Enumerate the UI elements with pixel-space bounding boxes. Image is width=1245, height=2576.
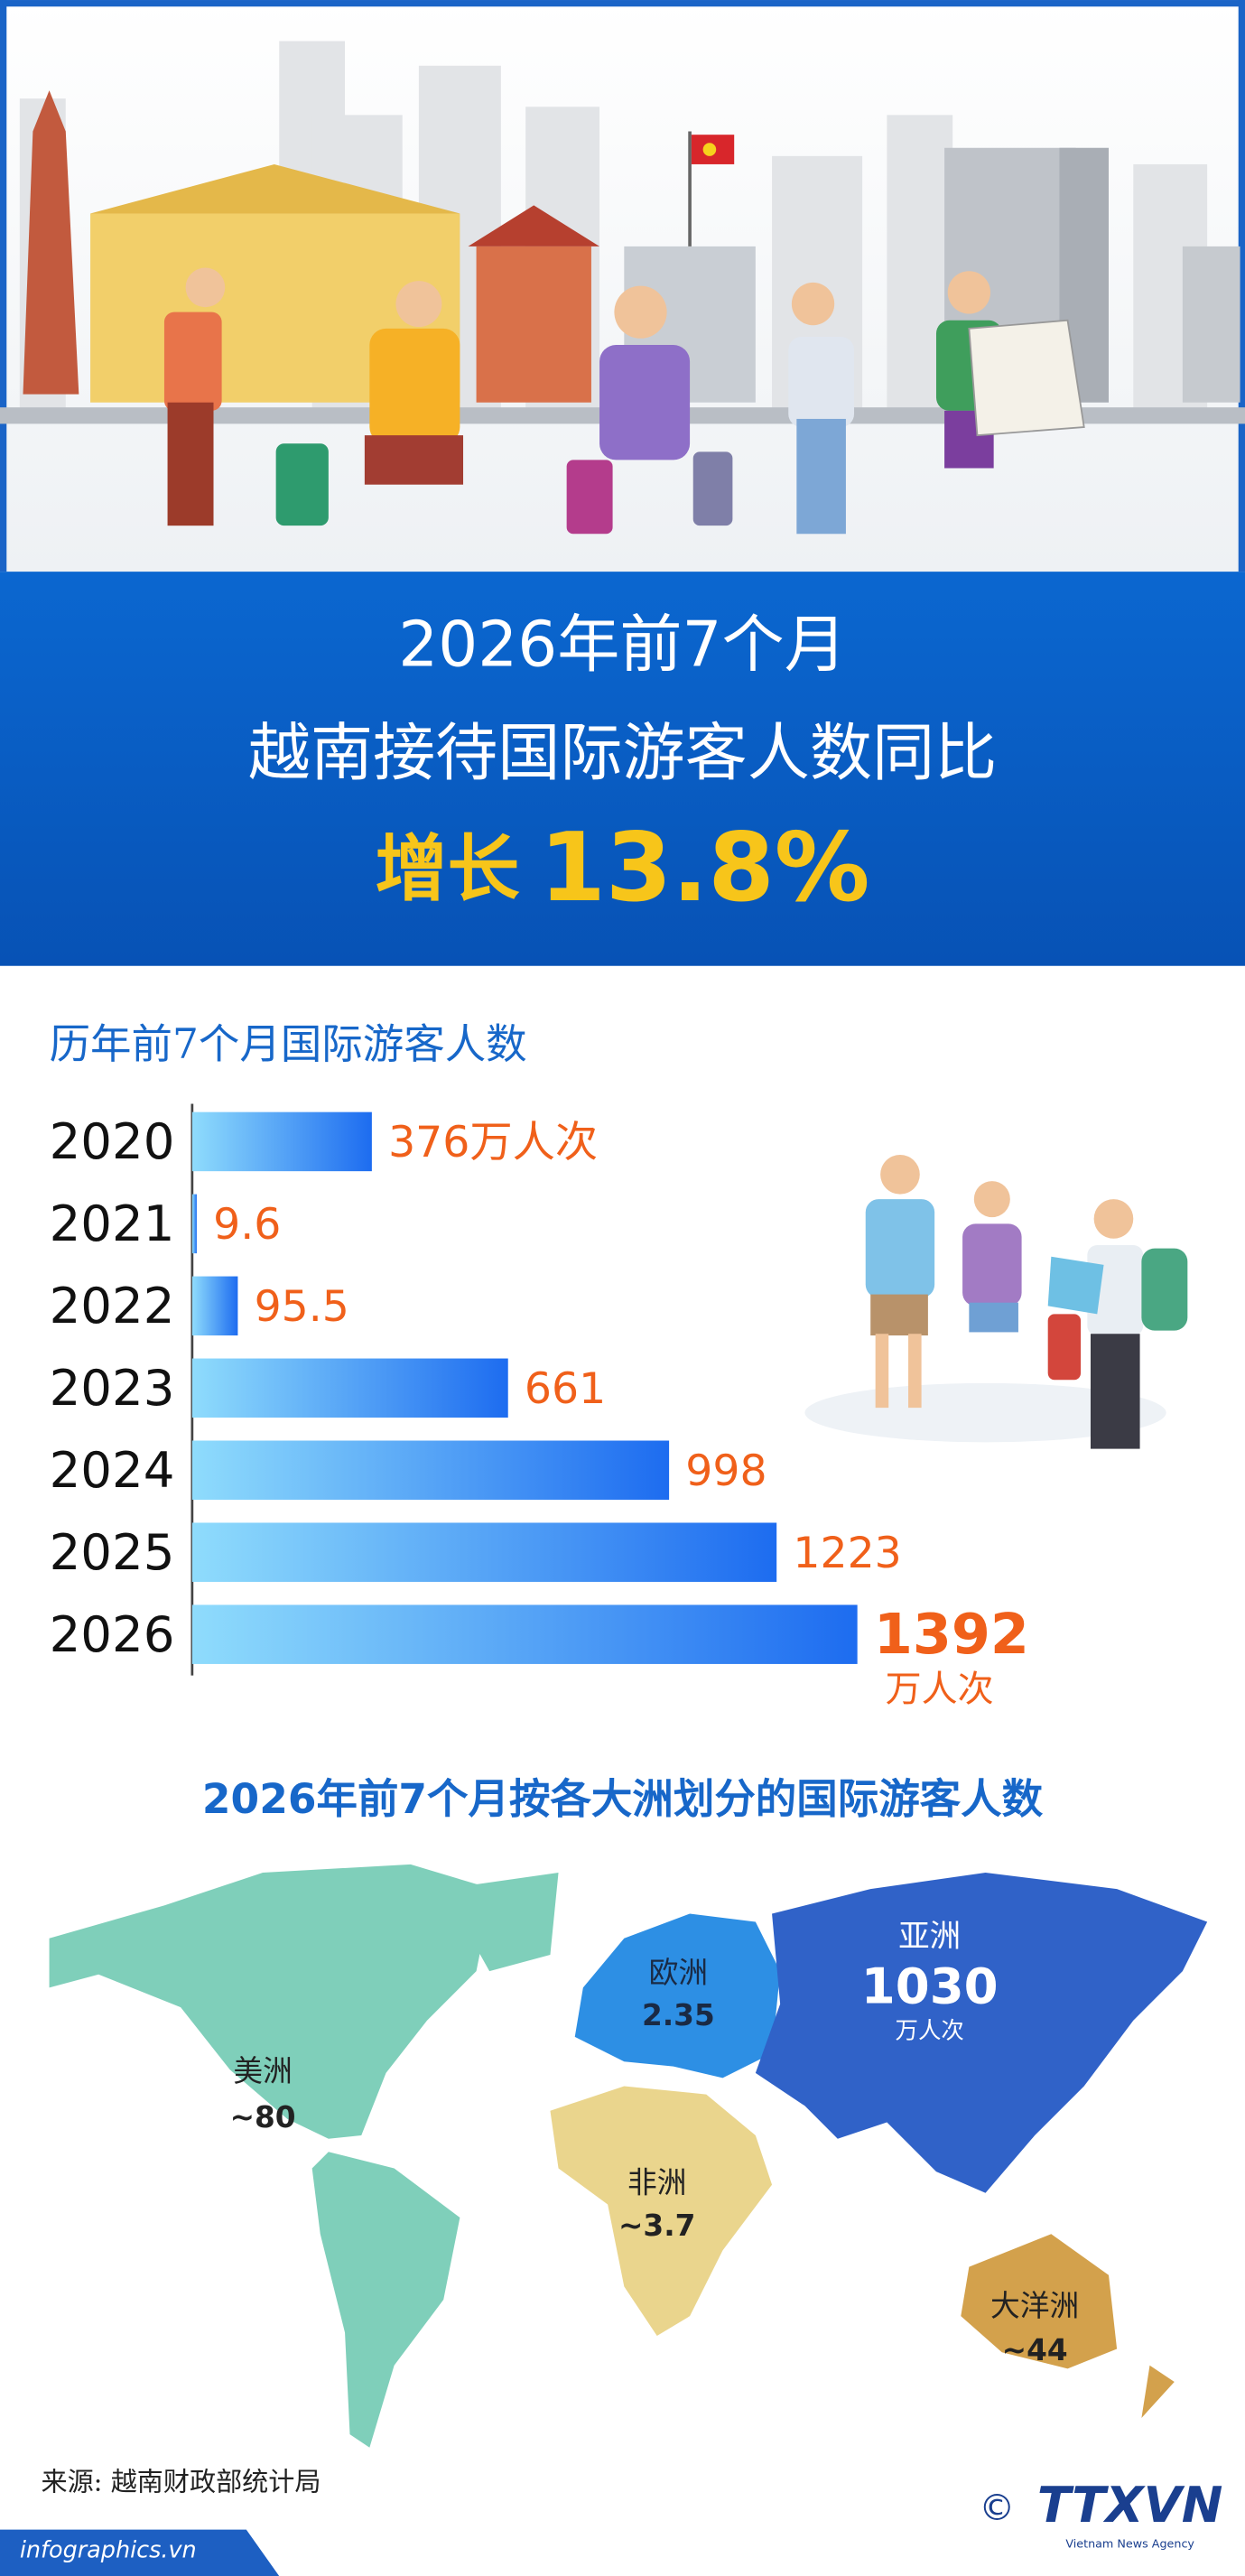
bar xyxy=(191,1440,670,1501)
region-value: ~3.7 xyxy=(618,2209,695,2243)
value-label: 9.6 xyxy=(213,1200,281,1250)
header-line: 越南接待国际游客人数同比 xyxy=(248,718,998,790)
source: 来源: 越南财政部统计局 xyxy=(41,2467,321,2497)
header-band xyxy=(0,572,1245,966)
region-name: 大洋洲 xyxy=(990,2289,1079,2323)
value-label: 376万人次 xyxy=(388,1118,598,1167)
category-label: 2024 xyxy=(50,1441,175,1499)
value-label: 998 xyxy=(685,1446,767,1496)
value-label: 1392 xyxy=(874,1602,1029,1667)
value-label: 95.5 xyxy=(255,1282,349,1332)
continent-asia xyxy=(755,1872,1208,2193)
bar xyxy=(191,1194,197,1254)
growth-word: 增长 xyxy=(376,827,520,911)
region-name: 欧洲 xyxy=(649,1956,708,1990)
header-line: 2026年前7个月 xyxy=(398,609,846,682)
illustration xyxy=(0,0,1245,572)
bar xyxy=(191,1111,372,1172)
region-value: ~44 xyxy=(1002,2333,1068,2367)
continent-americas xyxy=(49,1864,559,2448)
category-label: 2025 xyxy=(50,1523,175,1581)
unit-label: 万人次 xyxy=(886,1669,994,1710)
growth-value: 13.8% xyxy=(539,812,869,923)
footer-bar xyxy=(246,2529,1245,2576)
category-label: 2020 xyxy=(50,1112,175,1170)
copyright: © xyxy=(979,2488,1015,2529)
tourists-illustration xyxy=(804,1154,1188,1449)
region-name: 亚洲 xyxy=(898,1919,961,1955)
continent-africa xyxy=(550,2086,773,2337)
region-name: 非洲 xyxy=(627,2166,686,2200)
region-unit: 万人次 xyxy=(896,2017,964,2044)
footer-bar xyxy=(0,2529,280,2576)
continent-oceania xyxy=(961,2234,1175,2418)
bar xyxy=(191,1522,777,1582)
bar xyxy=(191,1604,858,1664)
region-value: 1030 xyxy=(861,1957,999,2014)
agency: Vietnam News Agency xyxy=(1065,2538,1194,2552)
bar xyxy=(191,1276,238,1336)
category-label: 2026 xyxy=(50,1605,175,1663)
category-label: 2021 xyxy=(50,1195,175,1252)
site: infographics.vn xyxy=(20,2536,197,2563)
world-map xyxy=(49,1864,1208,2448)
category-label: 2022 xyxy=(50,1277,175,1334)
bar xyxy=(191,1358,508,1418)
value-label: 661 xyxy=(525,1364,606,1414)
continent-europe xyxy=(574,1913,781,2078)
bar-chart: 2020 376万人次 2021 9.6 2022 95.5 2023 661 2024 998 2… xyxy=(50,1111,1029,1710)
logo: TTXVN xyxy=(1037,2476,1223,2534)
region-name: 美洲 xyxy=(233,2054,292,2088)
header-growth: 增长 13.8% xyxy=(376,812,870,923)
region-value: ~80 xyxy=(230,2100,296,2134)
value-label: 1223 xyxy=(793,1529,901,1578)
region-value: 2.35 xyxy=(642,1998,715,2032)
map-title: 2026年前7个月按各大洲划分的国际游客人数 xyxy=(202,1775,1044,1823)
chart-title: 历年前7个月国际游客人数 xyxy=(50,1020,527,1068)
category-label: 2023 xyxy=(50,1359,175,1417)
